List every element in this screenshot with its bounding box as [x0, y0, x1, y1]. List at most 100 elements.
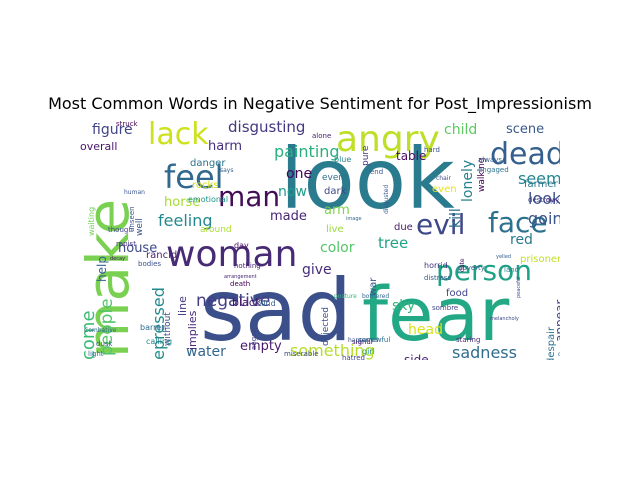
- word-feel: feel: [164, 158, 224, 196]
- word-dark: dark: [324, 186, 347, 197]
- word-war: war: [368, 277, 379, 296]
- word-dead: dead: [490, 137, 560, 172]
- chart-title: Most Common Words in Negative Sentiment …: [48, 94, 592, 113]
- word-table: table: [396, 149, 426, 163]
- word-horse: horse: [164, 195, 200, 210]
- word-give: give: [302, 262, 332, 278]
- word-black: black: [232, 296, 262, 309]
- word-person: person: [436, 254, 532, 287]
- word-rancid: rancid: [146, 250, 177, 261]
- word-negative: negative: [196, 291, 270, 311]
- word-alone: alone: [312, 132, 331, 140]
- word-chair: chair: [436, 175, 451, 182]
- word-miserable: miserable: [284, 350, 319, 358]
- word-angry: angry: [336, 120, 440, 160]
- word-head: head: [408, 322, 443, 338]
- word-emotional: emotional: [188, 195, 228, 204]
- word-empty: empty: [240, 339, 282, 354]
- word-calling: calling: [146, 337, 172, 346]
- word-color: color: [320, 240, 355, 256]
- word-girl: girl: [362, 347, 375, 356]
- word-end: end: [370, 168, 383, 176]
- word-rocks: rocks: [192, 180, 219, 191]
- word-destroy: destroy: [528, 196, 554, 204]
- word-line: line: [176, 296, 189, 316]
- word-hard: hard: [424, 146, 440, 154]
- word-says: says: [220, 167, 233, 174]
- word-bodies: bodies: [138, 260, 161, 268]
- word-peaceful: peaceful: [516, 277, 522, 298]
- word-dusk: dusk: [96, 340, 114, 348]
- word-live: live: [326, 224, 344, 235]
- word-sombre: sombre: [432, 304, 458, 312]
- word-horrid: horrid: [424, 261, 448, 270]
- word-bothered: bothered: [362, 293, 389, 300]
- word-red: red: [510, 232, 533, 248]
- word-melancholy: melancholy: [490, 316, 519, 322]
- word-engaged: engaged: [478, 166, 509, 174]
- word-something: something: [290, 341, 375, 360]
- word-posture: posture: [334, 293, 357, 300]
- word-even: even: [432, 184, 457, 195]
- word-dejected: dejected: [321, 307, 331, 346]
- word-lack: lack: [148, 120, 209, 152]
- word-scene: scene: [506, 122, 544, 137]
- word-signal: signal: [352, 338, 373, 346]
- word-implies: implies: [186, 310, 199, 350]
- word-people: people: [97, 298, 117, 356]
- word-harm: harm: [208, 139, 242, 154]
- word-light: light: [88, 350, 104, 358]
- word-staring: staring: [456, 336, 480, 344]
- word-around: around: [200, 225, 232, 235]
- word-prisoner: prisoner: [520, 254, 560, 265]
- word-may: may: [546, 197, 560, 204]
- word-barren: barren: [140, 323, 166, 332]
- word-overall: overall: [80, 140, 117, 153]
- word-one: one: [286, 166, 312, 182]
- word-looking: looking: [528, 189, 560, 208]
- word-without: without: [163, 312, 173, 346]
- word-kill: kill: [448, 208, 464, 228]
- word-make: make: [80, 199, 142, 358]
- word-sorrowful: sorrowful: [358, 336, 390, 344]
- word-come: come: [80, 310, 99, 360]
- word-arm: arm: [324, 203, 350, 218]
- word-farmer: farmer: [524, 179, 558, 190]
- word-house: house: [118, 241, 157, 256]
- word-distress: distress: [424, 274, 451, 282]
- word-always: always: [478, 156, 502, 164]
- word-danger: danger: [190, 158, 226, 169]
- word-food: food: [446, 288, 468, 299]
- word-man: man: [218, 180, 280, 213]
- word-face: face: [488, 206, 548, 239]
- word-death: death: [230, 280, 250, 288]
- word-combative: Combative: [84, 327, 117, 334]
- word-due: due: [394, 222, 413, 233]
- word-water: water: [186, 344, 226, 360]
- word-nothing: nothing: [234, 262, 261, 270]
- word-appear: appear: [553, 300, 560, 342]
- word-day: day: [234, 241, 249, 250]
- word-yelled: yelled: [496, 254, 511, 260]
- word-depressed: depressed: [149, 287, 168, 360]
- word-anger: anger: [250, 330, 258, 350]
- word-human: human: [124, 189, 145, 196]
- word-now: now: [278, 184, 307, 200]
- word-struck: struck: [116, 120, 139, 128]
- word-pure: pure: [361, 145, 371, 166]
- word-seem: seem: [518, 169, 560, 188]
- word-disgusted: disgusted: [383, 185, 390, 214]
- word-land: land: [504, 266, 519, 274]
- word-feeling: feeling: [158, 211, 213, 230]
- word-poverty: poverty: [458, 264, 485, 272]
- word-date: date: [459, 258, 466, 272]
- word-hatred: hatred: [342, 354, 365, 360]
- word-happened: happened: [348, 337, 378, 344]
- word-unseen: unseen: [128, 206, 136, 232]
- word-child: child: [444, 122, 477, 138]
- word-made: made: [270, 209, 307, 224]
- word-image: image: [346, 216, 362, 222]
- word-rapist: rapist: [116, 240, 136, 248]
